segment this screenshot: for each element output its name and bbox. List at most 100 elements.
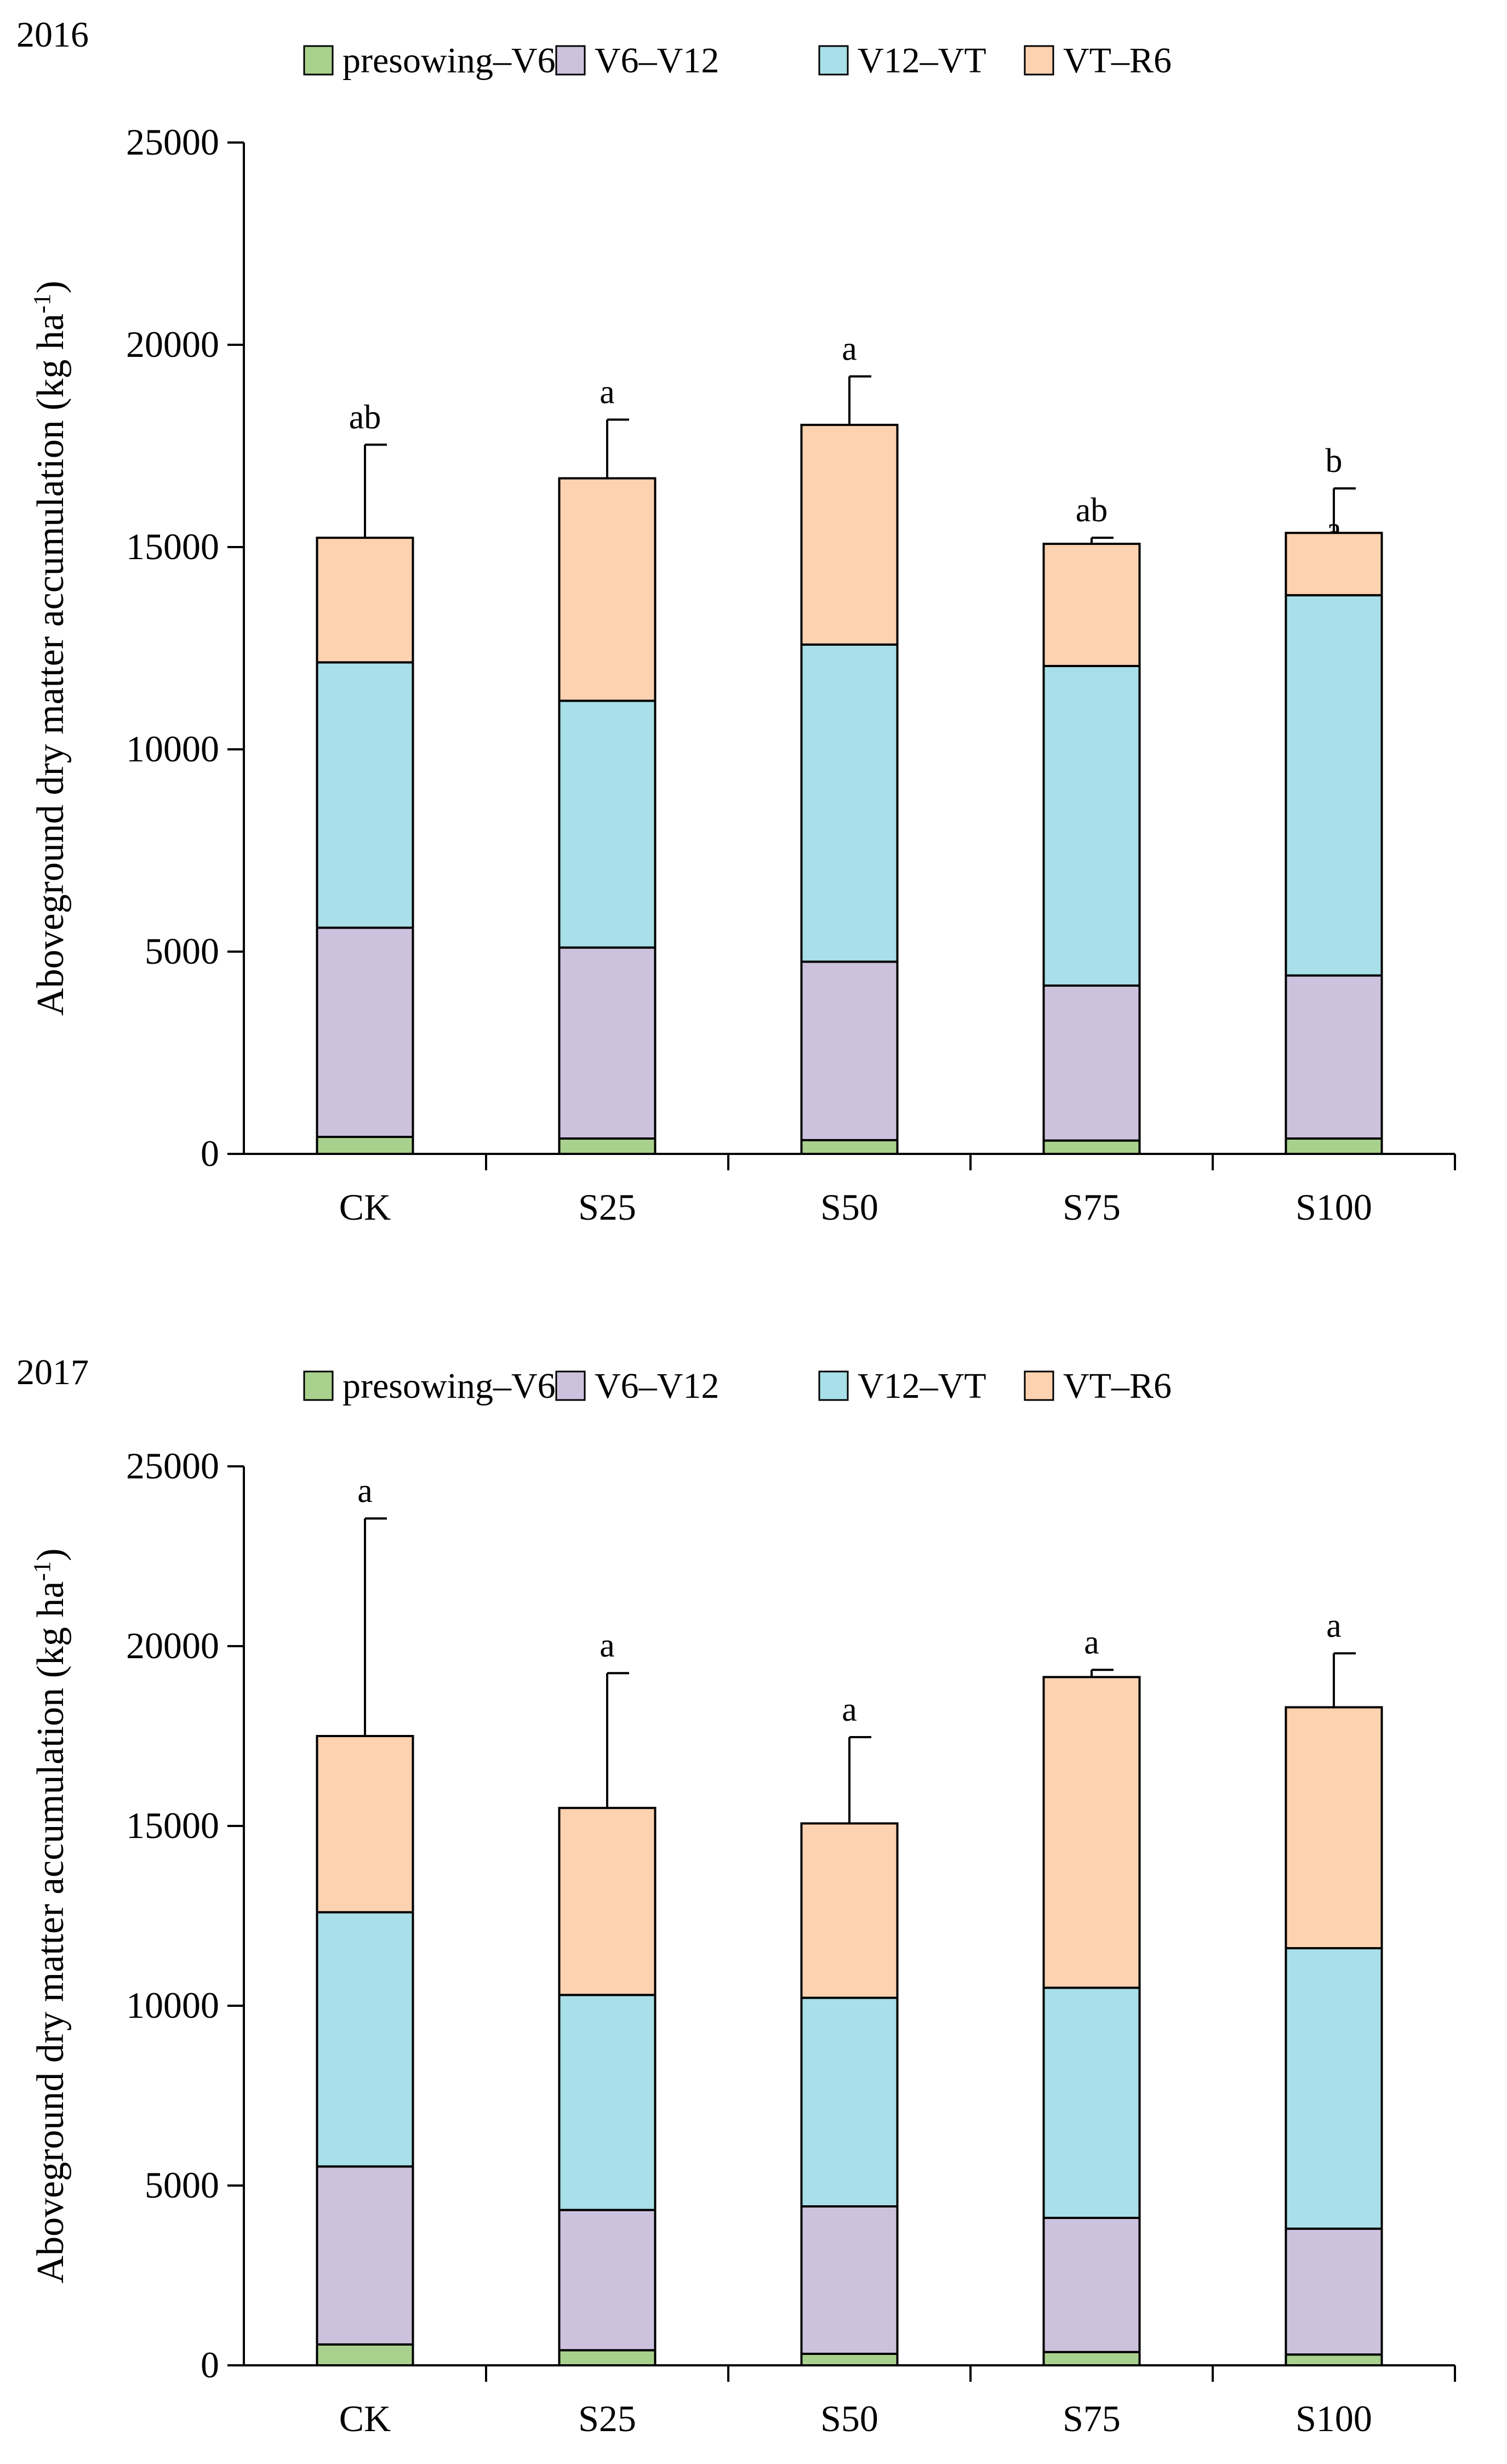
y-axis-label-main: Aboveground dry matter accumulation (kg …: [30, 1581, 72, 2283]
sig-letter-CK-seg-4: a: [357, 1472, 373, 1510]
legend-label-2: V6–V12: [595, 41, 719, 81]
bar-S100-seg-3: [1285, 594, 1383, 977]
legend-label-1: presowing–V6: [342, 1366, 556, 1406]
bar-group-CK: aabab: [316, 399, 414, 1155]
bar-S100-seg-1: [1285, 1137, 1383, 1156]
legend: presowing–V6 V6–V12 V12–VT VT–R6: [303, 41, 1172, 81]
bar-S25-seg-1: [558, 1137, 657, 1156]
bar-S75-seg-1: [1042, 2351, 1141, 2367]
y-axis-label: Aboveground dry matter accumulation (kg …: [28, 281, 72, 1016]
chart-2016: 2016 presowing–V6 V6–V12 V12–VT VT–R6 Abovegr…: [16, 15, 1456, 1228]
bar-S50-seg-4: [800, 424, 899, 646]
bar-S100-seg-2: [1285, 2227, 1383, 2356]
bar-S75-seg-2: [1042, 984, 1141, 1142]
y-tick-label: 25000: [126, 1445, 219, 1487]
sig-letter-S50-seg-4: a: [842, 331, 857, 368]
bar-S100-seg-2: [1285, 974, 1383, 1140]
bar-CK-seg-1: [316, 1136, 414, 1155]
y-tick-label: 10000: [126, 1984, 219, 2026]
sig-letter-S75-seg-4: a: [1084, 1624, 1099, 1661]
legend-label-2: V6–V12: [595, 1366, 719, 1406]
bar-S100-seg-3: [1285, 1947, 1383, 2230]
y-tick-label: 10000: [126, 728, 219, 770]
bar-S25-seg-3: [558, 699, 657, 949]
sig-letter-S25-seg-4: a: [600, 374, 615, 411]
bar-group-S75: abaaa: [1042, 1624, 1141, 2367]
bar-S50-seg-1: [800, 1139, 899, 1155]
bar-S100-seg-1: [1285, 2353, 1383, 2366]
legend-swatch-2: [555, 1370, 586, 1401]
y-axis-label-sup: -1: [28, 1561, 55, 1581]
bar-S50-seg-2: [800, 960, 899, 1141]
bar-group-CK: aaaa: [316, 1472, 414, 2367]
legend-swatch-3: [818, 45, 849, 76]
legend-swatch-4: [1024, 1370, 1054, 1401]
sig-letter-S75-seg-4: ab: [1076, 492, 1108, 529]
y-axis-label-sup: -1: [28, 293, 55, 314]
bar-group-S50: aaaba: [800, 331, 899, 1155]
y-axis-label-end: ): [30, 1549, 72, 1561]
sig-letter-S25-seg-4: a: [600, 1627, 615, 1664]
bar-group-S100: baaa: [1285, 1607, 1383, 2366]
legend-label-1: presowing–V6: [342, 41, 556, 81]
sig-letter-S50-seg-4: a: [842, 1691, 857, 1728]
bar-group-S25: aaba: [558, 374, 657, 1156]
bar-CK-seg-3: [316, 661, 414, 929]
bar-CK-seg-3: [316, 1911, 414, 2168]
bar-S50-seg-1: [800, 2353, 899, 2366]
bar-CK-seg-2: [316, 2165, 414, 2346]
y-tick-label: 5000: [145, 2164, 219, 2206]
chart-2017: 2017 presowing–V6 V6–V12 V12–VT VT–R6 Abovegr…: [16, 1352, 1456, 2439]
bar-CK-seg-2: [316, 926, 414, 1139]
sig-letter-CK-seg-4: ab: [349, 399, 381, 436]
bar-S25-seg-4: [558, 1807, 657, 1996]
bar-CK-seg-4: [316, 537, 414, 664]
x-tick-label-S50: S50: [820, 1186, 878, 1228]
legend-swatch-3: [818, 1370, 849, 1401]
x-tick-label-S50: S50: [820, 2398, 878, 2439]
legend: presowing–V6 V6–V12 V12–VT VT–R6: [303, 1366, 1172, 1406]
bar-S25-seg-3: [558, 1994, 657, 2211]
bar-group-S50: abaaa: [800, 1691, 899, 2366]
x-tick-label-S25: S25: [578, 1186, 636, 1228]
y-tick-label: 0: [201, 1133, 219, 1174]
bar-S25-seg-4: [558, 477, 657, 702]
y-axis-label-main: Aboveground dry matter accumulation (kg …: [30, 314, 72, 1016]
bar-S25-seg-1: [558, 2349, 657, 2367]
y-tick-label: 15000: [126, 526, 219, 567]
sig-letter-S100-seg-4: b: [1326, 442, 1343, 480]
bar-group-S75: aaabab: [1042, 492, 1141, 1155]
sig-letter-S100-seg-4: a: [1326, 1607, 1342, 1644]
year-label: 2016: [16, 15, 89, 55]
x-tick-label-CK: CK: [339, 2398, 391, 2439]
bar-CK-seg-4: [316, 1735, 414, 1914]
bar-S75-seg-1: [1042, 1139, 1141, 1155]
y-axis-label: Aboveground dry matter accumulation (kg …: [28, 1549, 72, 2284]
bar-S100-seg-4: [1285, 532, 1383, 596]
bar-group-S25: abaaa: [558, 1627, 657, 2367]
bar-S75-seg-4: [1042, 543, 1141, 667]
y-tick-label: 15000: [126, 1805, 219, 1846]
y-tick-label: 20000: [126, 1625, 219, 1666]
year-label: 2017: [16, 1352, 89, 1392]
bar-S75-seg-4: [1042, 1676, 1141, 1989]
x-tick-label-CK: CK: [339, 1186, 391, 1228]
bar-S50-seg-2: [800, 2205, 899, 2355]
bar-S100-seg-4: [1285, 1706, 1383, 1950]
legend-label-3: V12–VT: [858, 41, 986, 81]
legend-swatch-2: [555, 45, 586, 76]
y-tick-label: 5000: [145, 930, 219, 972]
y-axis-label-end: ): [30, 281, 72, 293]
bar-S50-seg-3: [800, 643, 899, 963]
bar-CK-seg-1: [316, 2343, 414, 2367]
legend-swatch-4: [1024, 45, 1054, 76]
x-tick-label-S75: S75: [1063, 1186, 1121, 1228]
x-tick-label-S100: S100: [1295, 2398, 1372, 2439]
legend-swatch-1: [303, 45, 334, 76]
bar-S75-seg-3: [1042, 1987, 1141, 2220]
legend-label-3: V12–VT: [858, 1366, 986, 1406]
x-tick-label-S100: S100: [1295, 1186, 1372, 1228]
bar-S25-seg-2: [558, 946, 657, 1140]
